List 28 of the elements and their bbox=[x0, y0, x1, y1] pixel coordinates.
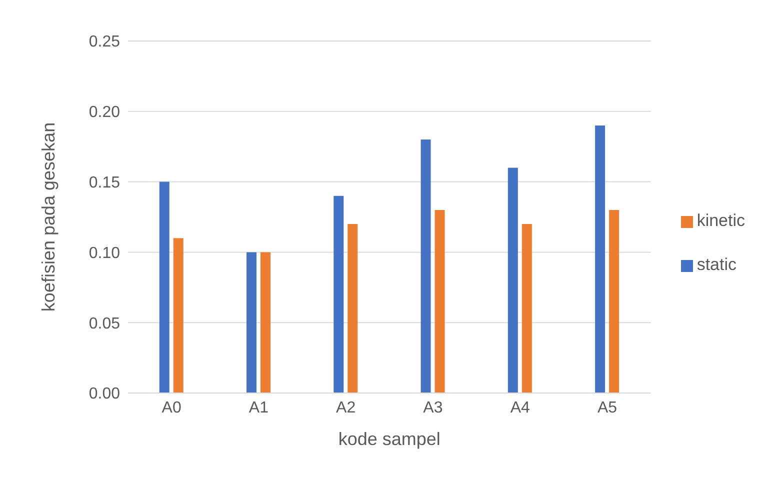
bar bbox=[260, 252, 271, 393]
bar bbox=[348, 224, 358, 393]
x-tick-label: A3 bbox=[423, 399, 443, 416]
y-tick-label: 0.05 bbox=[88, 315, 120, 332]
y-tick-label: 0.25 bbox=[88, 34, 120, 51]
x-tick-label: A2 bbox=[336, 399, 356, 416]
legend-label: kinetic bbox=[696, 211, 745, 230]
x-tick-label: A0 bbox=[162, 399, 182, 416]
bar bbox=[434, 210, 445, 393]
bar bbox=[609, 210, 620, 393]
legend-label: static bbox=[696, 255, 736, 274]
x-axis-title: kode sampel bbox=[338, 429, 440, 449]
bar bbox=[334, 196, 344, 393]
bar bbox=[595, 125, 606, 393]
y-tick-label: 0.20 bbox=[88, 104, 120, 122]
bar bbox=[508, 168, 518, 393]
x-tick-label: A5 bbox=[597, 399, 618, 416]
bar bbox=[522, 224, 532, 393]
bar bbox=[173, 238, 184, 393]
y-tick-label: 0.00 bbox=[88, 386, 120, 403]
bar bbox=[159, 182, 170, 393]
y-axis-title: koefisien pada gesekan bbox=[38, 122, 58, 312]
bar bbox=[420, 140, 431, 393]
x-tick-label: A1 bbox=[248, 399, 269, 416]
y-tick-label: 0.15 bbox=[88, 174, 120, 192]
bar bbox=[246, 252, 257, 393]
y-tick-label: 0.10 bbox=[88, 244, 120, 262]
x-tick-label: A4 bbox=[510, 399, 530, 416]
